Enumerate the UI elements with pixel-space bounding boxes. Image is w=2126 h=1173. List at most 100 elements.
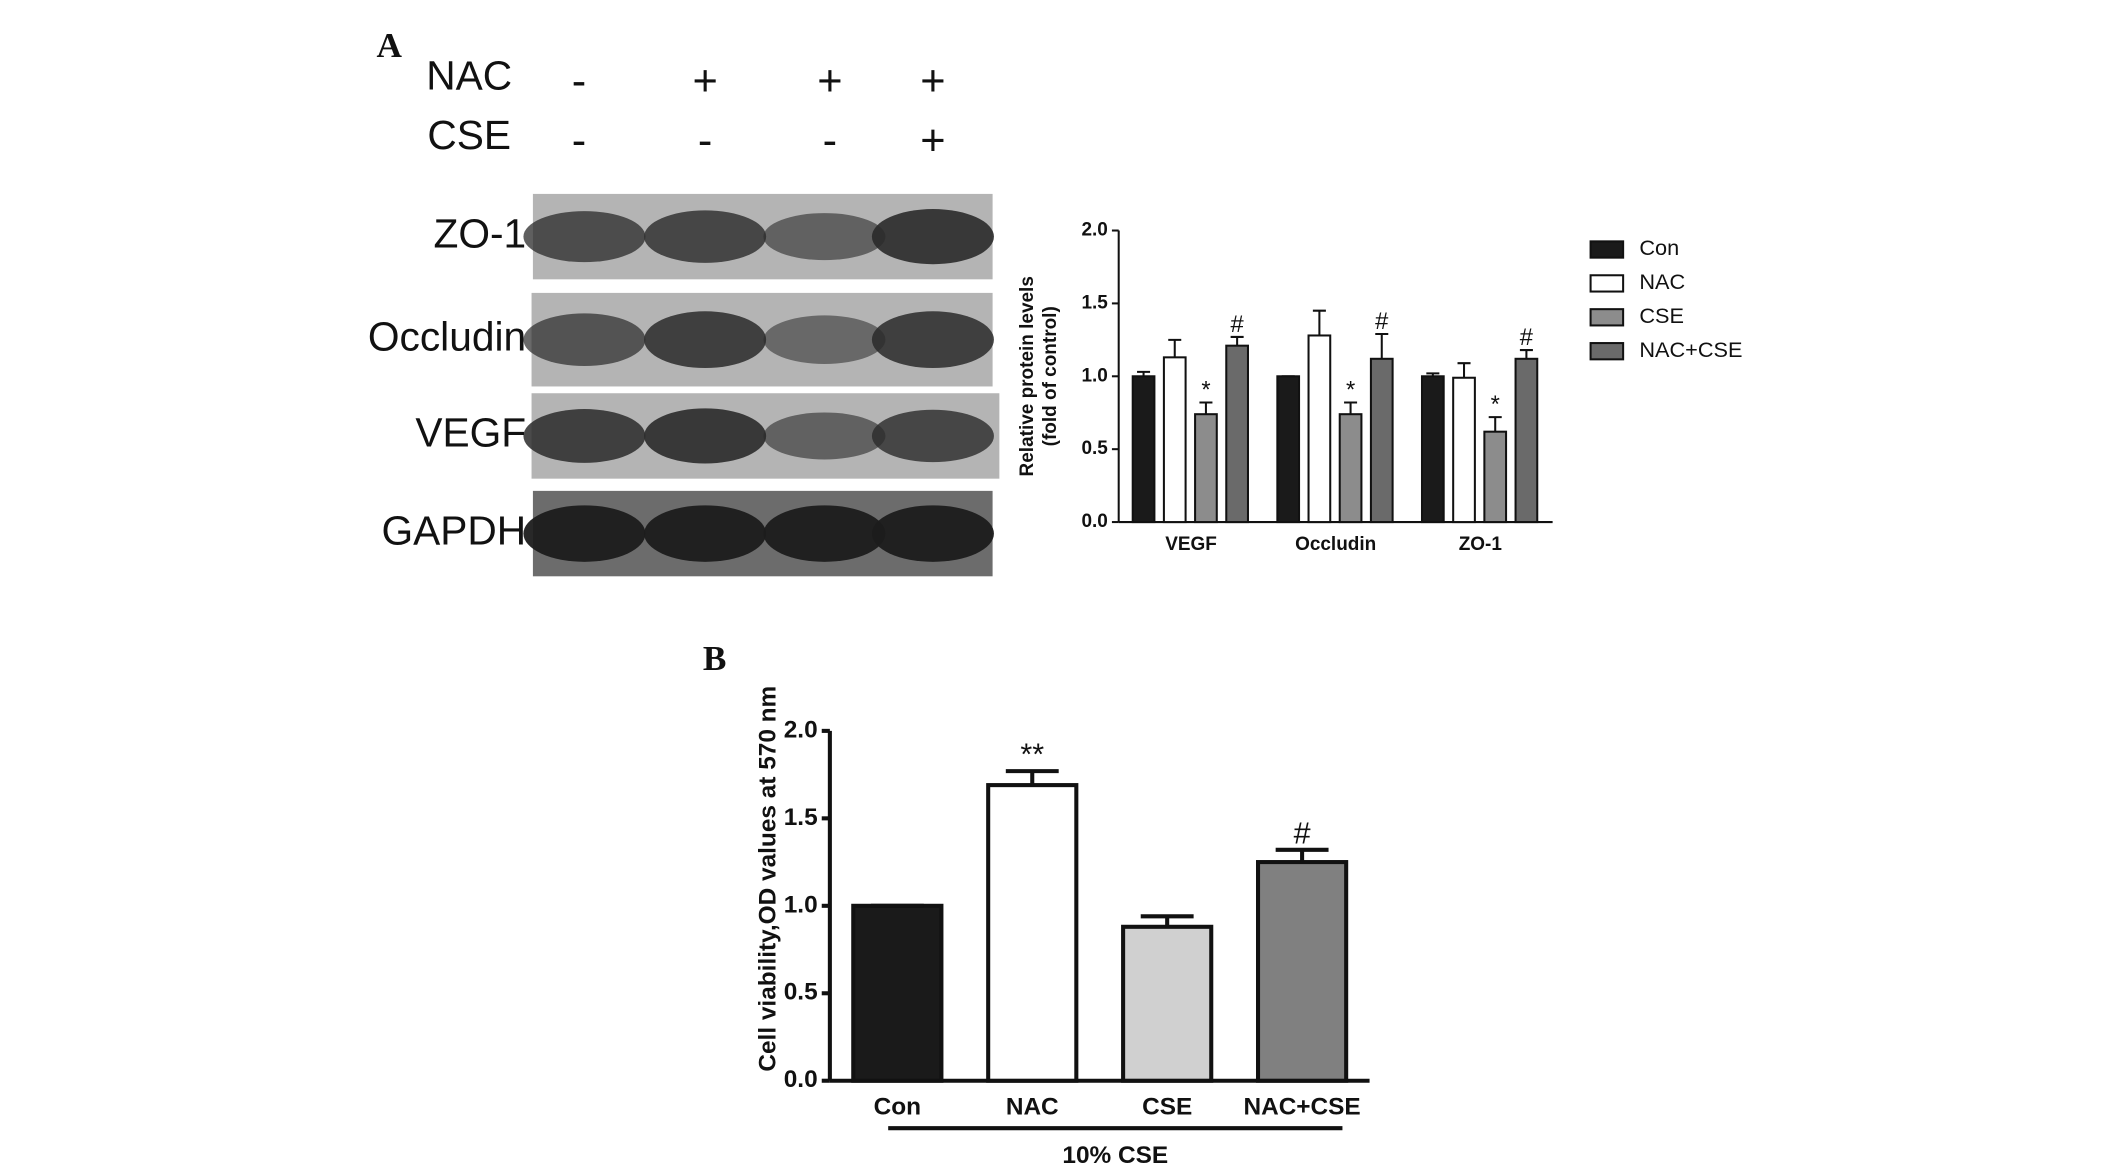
- band-label: Occludin: [368, 313, 526, 359]
- y-tick-label: 1.5: [784, 804, 818, 831]
- error-bar: [1137, 370, 1151, 377]
- y-tick-label: 1.5: [1081, 292, 1108, 313]
- blot-band: [763, 412, 886, 460]
- bar: [1162, 356, 1187, 524]
- bar: [1338, 413, 1363, 524]
- significance-mark: #: [1375, 309, 1389, 335]
- error-bar: [1312, 309, 1326, 336]
- bar: [1420, 375, 1445, 524]
- legend-swatch: [1589, 308, 1625, 327]
- bar: [1131, 375, 1156, 524]
- blot-band: [871, 311, 994, 369]
- error-bar: [1375, 332, 1389, 359]
- blot-band: [763, 315, 886, 364]
- legend-swatch: [1589, 342, 1625, 361]
- significance-mark: *: [1201, 377, 1210, 403]
- y-axis-label: Relative protein levels: [1017, 276, 1038, 476]
- panel-label: A: [376, 26, 402, 65]
- bar: [1276, 375, 1301, 524]
- blot-band: [763, 505, 886, 562]
- blot-band: [644, 210, 767, 263]
- error-bar: [1140, 914, 1194, 927]
- band-label: VEGF: [415, 410, 526, 456]
- treatment-sign: +: [920, 58, 945, 106]
- y-axis-label: Cell viability,OD values at 570 nm: [754, 686, 781, 1072]
- error-bar: [1488, 416, 1502, 432]
- band-label: GAPDH: [381, 507, 526, 553]
- y-tick-label: 2.0: [784, 716, 818, 743]
- treatment-sign: -: [572, 117, 586, 165]
- error-bar: [1426, 372, 1440, 377]
- blot-band: [871, 209, 994, 265]
- y-tick-label: 0.5: [1081, 438, 1108, 459]
- x-tick-label: Occludin: [1295, 534, 1376, 555]
- significance-mark: #: [1520, 325, 1534, 351]
- bar: [1255, 860, 1349, 1083]
- error-bar: [1005, 769, 1059, 786]
- y-axis-label: (fold of control): [1040, 306, 1061, 446]
- group-label: 10% CSE: [1062, 1142, 1168, 1169]
- figure-content: A B NAC - + + + CSE - - - + ZO-1 Occludin VEGF GAPDH 0…: [368, 26, 1743, 1169]
- x-tick-label: VEGF: [1165, 534, 1217, 555]
- blot-band: [644, 311, 767, 369]
- bar: [1483, 430, 1508, 524]
- treatment-sign: +: [692, 58, 717, 106]
- error-bar: [1230, 335, 1244, 346]
- blot-band: [523, 211, 646, 263]
- bar: [1514, 357, 1539, 524]
- bar: [1369, 357, 1394, 524]
- legend-label: NAC: [1639, 269, 1685, 294]
- legend-swatch: [1589, 240, 1625, 259]
- blot-band: [644, 408, 767, 464]
- error-bar: [1457, 362, 1471, 378]
- error-bar: [1199, 401, 1213, 415]
- blot-band: [644, 505, 767, 562]
- bar: [1452, 376, 1476, 524]
- bar: [986, 783, 1079, 1083]
- treatment-label: NAC: [426, 52, 512, 98]
- treatment-sign: +: [920, 117, 945, 165]
- y-tick-label: 1.0: [1081, 365, 1107, 386]
- x-tick-label: Con: [874, 1093, 921, 1120]
- y-tick-label: 1.0: [784, 891, 818, 918]
- error-bar: [1344, 401, 1358, 415]
- blot-band: [523, 505, 646, 562]
- significance-mark: #: [1294, 816, 1311, 850]
- treatment-label: CSE: [427, 112, 511, 158]
- legend-label: CSE: [1639, 303, 1684, 328]
- significance-mark: **: [1020, 738, 1044, 772]
- bar: [1307, 334, 1332, 524]
- error-bar: [1275, 847, 1329, 863]
- significance-mark: #: [1231, 312, 1245, 338]
- x-tick-label: NAC: [1006, 1093, 1059, 1120]
- band-label: ZO-1: [433, 210, 526, 256]
- significance-mark: *: [1346, 377, 1355, 403]
- y-tick-label: 0.0: [784, 1066, 818, 1093]
- bar: [1194, 413, 1218, 524]
- treatment-sign: -: [698, 117, 712, 165]
- legend-label: NAC+CSE: [1639, 337, 1742, 362]
- x-tick-label: NAC+CSE: [1243, 1093, 1360, 1120]
- legend-swatch: [1589, 274, 1625, 293]
- y-tick-label: 2.0: [1081, 220, 1107, 241]
- y-tick-label: 0.5: [784, 979, 818, 1006]
- blot-band: [763, 213, 886, 261]
- x-tick-label: ZO-1: [1459, 534, 1503, 555]
- bar: [851, 903, 944, 1083]
- bar: [1121, 924, 1214, 1083]
- y-tick-label: 0.0: [1081, 511, 1107, 532]
- panel-label: B: [703, 639, 727, 678]
- significance-mark: *: [1491, 392, 1500, 418]
- blot-band: [523, 313, 646, 367]
- treatment-sign: -: [823, 117, 837, 165]
- error-bar: [1168, 338, 1182, 358]
- treatment-sign: -: [572, 58, 586, 106]
- treatment-sign: +: [817, 58, 842, 106]
- error-bar: [1519, 349, 1533, 359]
- legend-label: Con: [1639, 235, 1679, 260]
- x-tick-label: CSE: [1142, 1093, 1192, 1120]
- blot-band: [523, 409, 646, 463]
- bar: [1225, 344, 1249, 524]
- blot-band: [871, 409, 994, 463]
